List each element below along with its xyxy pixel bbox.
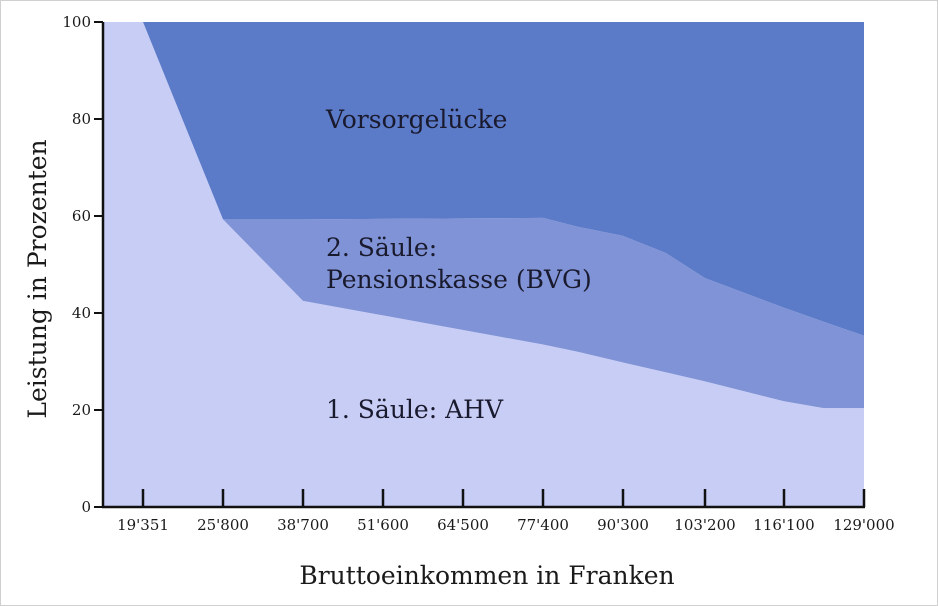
area-layers xyxy=(103,22,864,507)
area-series-3 xyxy=(103,22,864,336)
x-tick-label: 51'600 xyxy=(357,516,409,534)
area-series-1 xyxy=(103,22,864,507)
y-axis-title: Leistung in Prozenten xyxy=(23,139,52,418)
label-vorsorgeluecke: Vorsorgelücke xyxy=(325,105,507,134)
x-ticks: 19'351 25'800 38'700 51'600 64'500 77'400 90'3… xyxy=(117,489,895,534)
y-ticks: 0 20 40 60 80 100 xyxy=(62,13,103,516)
y-tick-label: 100 xyxy=(62,13,91,31)
y-tick-label: 40 xyxy=(72,304,91,322)
x-tick-label: 116'100 xyxy=(753,516,814,534)
x-tick-label: 103'200 xyxy=(674,516,735,534)
y-tick-label: 60 xyxy=(72,207,91,225)
label-ahv: 1. Säule: AHV xyxy=(326,395,504,424)
x-tick-label: 129'000 xyxy=(833,516,894,534)
x-axis-title: Bruttoeinkommen in Franken xyxy=(299,561,674,590)
y-tick-label: 80 xyxy=(72,110,91,128)
axes: 0 20 40 60 80 100 19'351 25'800 38'700 51'600 64'… xyxy=(62,13,894,534)
x-tick-label: 38'700 xyxy=(277,516,329,534)
y-tick-label: 0 xyxy=(81,498,91,516)
x-tick-label: 64'500 xyxy=(437,516,489,534)
label-bvg-line2: Pensionskasse (BVG) xyxy=(326,265,592,294)
x-tick-label: 25'800 xyxy=(197,516,249,534)
x-tick-label: 19'351 xyxy=(117,516,169,534)
label-bvg-line1: 2. Säule: xyxy=(326,233,437,262)
x-tick-label: 77'400 xyxy=(517,516,569,534)
x-tick-label: 90'300 xyxy=(597,516,649,534)
y-tick-label: 20 xyxy=(72,401,91,419)
area-series-2 xyxy=(103,22,864,409)
